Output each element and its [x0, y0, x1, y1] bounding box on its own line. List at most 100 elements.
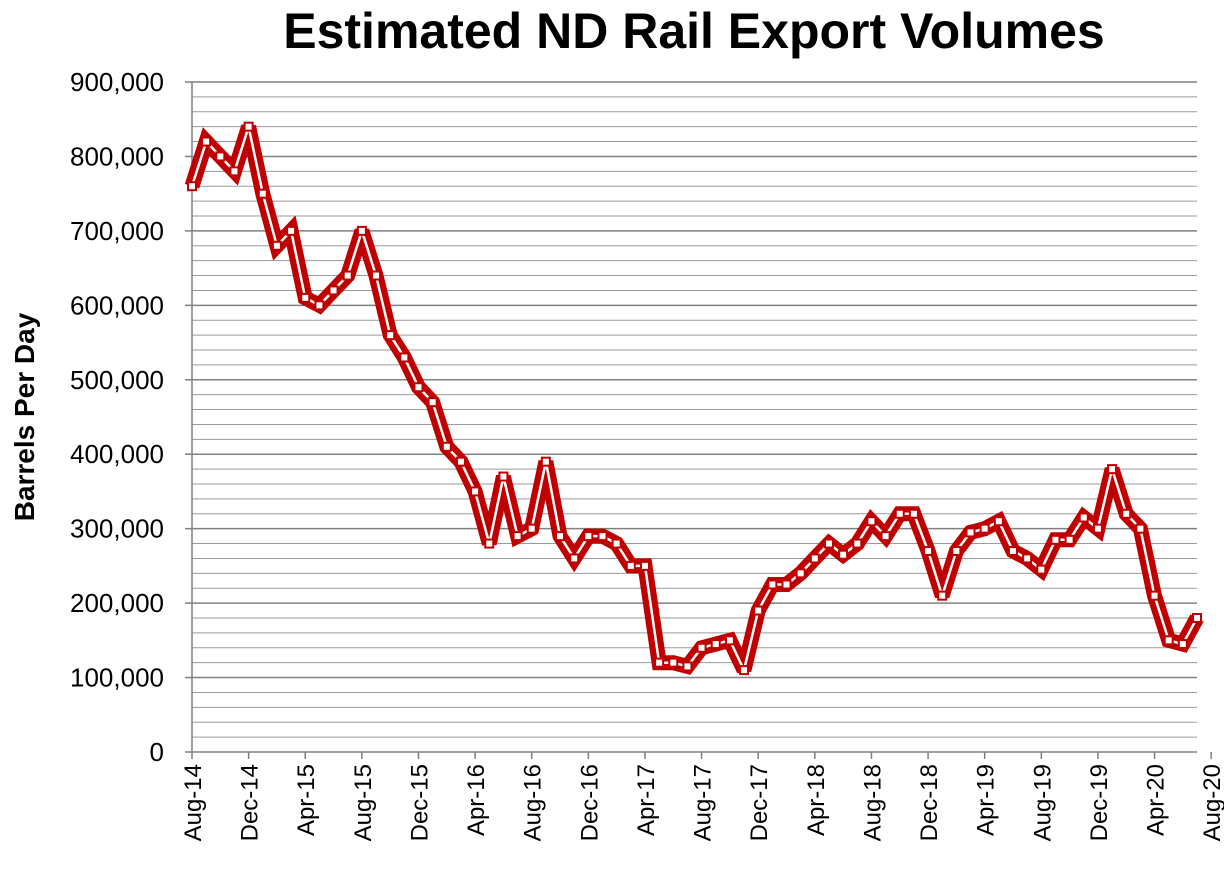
- data-point: [696, 642, 707, 653]
- data-point: [286, 225, 297, 236]
- data-point: [639, 560, 650, 571]
- data-point: [1078, 512, 1089, 523]
- data-point: [342, 270, 353, 281]
- x-tick-label: Aug-19: [1029, 764, 1056, 841]
- data-point: [583, 531, 594, 542]
- x-tick-label: Dec-19: [1086, 764, 1113, 841]
- data-point: [371, 270, 382, 281]
- data-point: [257, 188, 268, 199]
- data-point: [1163, 635, 1174, 646]
- data-point: [526, 523, 537, 534]
- y-axis-label: Barrels Per Day: [9, 312, 40, 521]
- data-point: [498, 471, 509, 482]
- x-tick-label: Apr-16: [463, 764, 490, 836]
- x-tick-labels: Aug-14 Dec-14 Apr-15 Aug-15 Dec-15 Apr-16 Aug-…: [180, 764, 1224, 841]
- data-point: [597, 531, 608, 542]
- data-point: [625, 560, 636, 571]
- data-point: [1192, 613, 1202, 623]
- data-point: [654, 657, 665, 668]
- y-tick-label: 900,000: [70, 67, 164, 97]
- data-point: [838, 549, 849, 560]
- data-point: [399, 352, 410, 363]
- data-point: [852, 538, 863, 549]
- data-point: [201, 136, 212, 147]
- x-tick-label: Dec-18: [916, 764, 943, 841]
- x-tick-label: Aug-14: [180, 764, 207, 841]
- x-tick-label: Apr-18: [803, 764, 830, 836]
- x-tick-label: Dec-16: [576, 764, 603, 841]
- data-point: [795, 568, 806, 579]
- data-point: [314, 300, 325, 311]
- data-point: [215, 151, 226, 162]
- data-point: [937, 590, 948, 601]
- x-tick-label: Aug-17: [690, 764, 717, 841]
- x-tick-label: Apr-19: [973, 764, 1000, 836]
- x-tick-label: Aug-15: [350, 764, 377, 841]
- data-point: [1022, 553, 1033, 564]
- data-point: [1149, 590, 1160, 601]
- data-point: [923, 546, 934, 556]
- data-point: [271, 240, 282, 251]
- axes: [185, 81, 1212, 759]
- data-point: [1064, 534, 1075, 545]
- data-point: [979, 523, 990, 534]
- series-layer: [184, 121, 1204, 676]
- data-point: [1092, 523, 1103, 534]
- data-point: [739, 665, 750, 676]
- data-point: [300, 292, 311, 303]
- data-point: [894, 508, 905, 519]
- data-point: [413, 382, 424, 393]
- data-point: [1121, 508, 1132, 519]
- x-tick-label: Dec-15: [406, 764, 433, 841]
- data-point: [427, 397, 438, 408]
- data-point: [328, 285, 339, 296]
- data-point: [781, 579, 792, 590]
- data-point: [1135, 523, 1146, 534]
- y-tick-label: 700,000: [70, 216, 164, 246]
- x-tick-label: Apr-17: [633, 764, 660, 836]
- data-point: [569, 553, 580, 564]
- gridlines: [192, 81, 1197, 738]
- x-tick-label: Aug-18: [859, 764, 886, 841]
- data-point: [540, 456, 551, 467]
- data-point: [993, 516, 1004, 527]
- data-point: [668, 657, 679, 668]
- y-tick-label: 200,000: [70, 588, 164, 618]
- data-point: [724, 635, 735, 646]
- x-tick-label: Aug-20: [1199, 764, 1224, 841]
- y-tick-labels: 0 100,000 200,000 300,000 400,000 500,000 600,…: [70, 67, 164, 767]
- data-point: [611, 538, 622, 549]
- x-tick-label: Apr-15: [293, 764, 320, 836]
- y-tick-label: 600,000: [70, 290, 164, 320]
- data-point: [1177, 639, 1188, 650]
- data-point: [880, 531, 891, 542]
- data-point: [356, 225, 367, 236]
- x-tick-label: Aug-16: [520, 764, 547, 841]
- data-point: [1050, 534, 1061, 545]
- data-point: [753, 605, 764, 616]
- data-point: [555, 531, 566, 542]
- data-point: [243, 121, 254, 132]
- data-point: [385, 330, 396, 341]
- data-point: [965, 527, 976, 538]
- data-point: [823, 538, 834, 549]
- y-tick-label: 0: [150, 737, 164, 767]
- data-point: [809, 553, 820, 564]
- x-tick-label: Dec-17: [746, 764, 773, 841]
- data-point: [512, 531, 523, 542]
- y-tick-label: 800,000: [70, 141, 164, 171]
- chart-title: Estimated ND Rail Export Volumes: [283, 3, 1105, 59]
- data-point: [682, 661, 693, 672]
- data-point: [455, 456, 466, 467]
- data-point: [767, 579, 778, 590]
- y-tick-label: 300,000: [70, 514, 164, 544]
- data-point: [1107, 464, 1118, 475]
- y-tick-label: 400,000: [70, 439, 164, 469]
- data-point: [866, 516, 877, 527]
- data-point: [470, 486, 481, 497]
- data-point: [908, 508, 919, 519]
- data-point: [441, 441, 452, 452]
- data-point: [1007, 546, 1018, 556]
- data-point: [1036, 564, 1047, 575]
